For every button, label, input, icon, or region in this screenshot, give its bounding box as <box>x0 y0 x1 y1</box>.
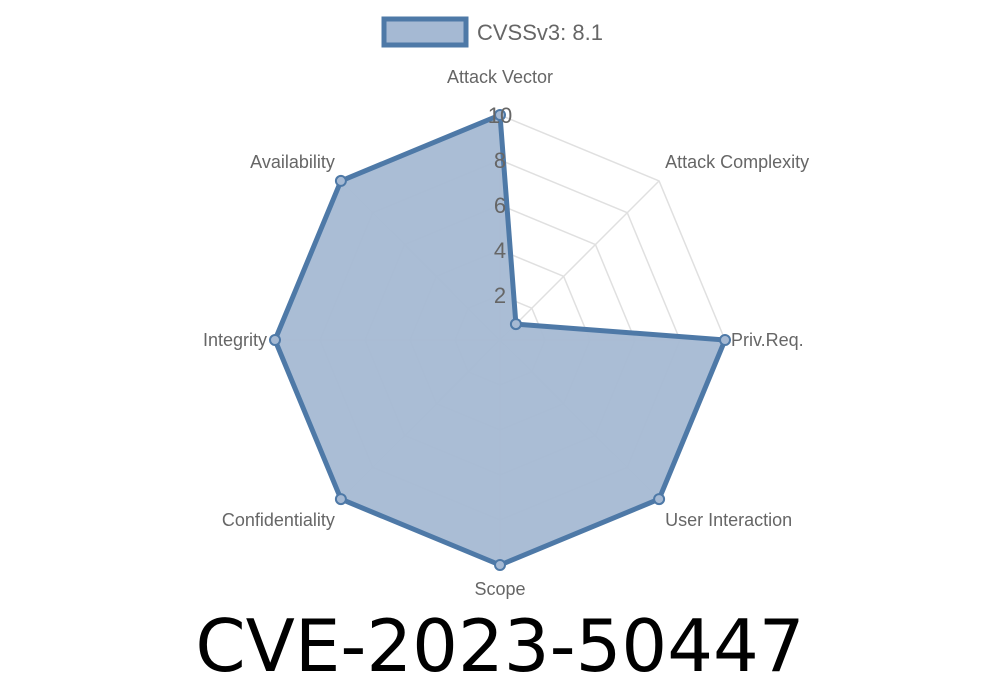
axis-labels: Attack Vector Attack Complexity Priv.Req. U… <box>203 67 809 599</box>
series-area <box>269 109 731 571</box>
axis-label: Integrity <box>203 330 267 350</box>
data-point[interactable] <box>719 334 731 346</box>
legend-label: CVSSv3: 8.1 <box>477 20 603 45</box>
data-point[interactable] <box>334 174 347 187</box>
data-point[interactable] <box>334 493 347 506</box>
tick-label: 10 <box>488 103 512 128</box>
data-point[interactable] <box>494 109 506 121</box>
tick-label: 4 <box>494 238 506 263</box>
tick-label: 2 <box>494 283 506 308</box>
page-title: CVE-2023-50447 <box>195 604 805 688</box>
axis-label: Priv.Req. <box>731 330 804 350</box>
data-point[interactable] <box>509 318 522 331</box>
axis-label: Attack Vector <box>447 67 553 87</box>
tick-label: 8 <box>494 148 506 173</box>
tick-labels: 2 4 6 8 10 <box>488 103 512 308</box>
legend-swatch <box>381 16 469 48</box>
axis-label: User Interaction <box>665 510 792 530</box>
axis-label: Scope <box>474 579 525 599</box>
tick-label: 6 <box>494 193 506 218</box>
axis-label: Confidentiality <box>222 510 335 530</box>
data-point[interactable] <box>653 493 666 506</box>
axis-line <box>499 180 660 341</box>
data-point[interactable] <box>269 334 281 346</box>
data-point[interactable] <box>494 559 506 571</box>
legend[interactable]: CVSSv3: 8.1 <box>381 16 603 48</box>
axis-label: Availability <box>250 152 335 172</box>
axis-label: Attack Complexity <box>665 152 809 172</box>
